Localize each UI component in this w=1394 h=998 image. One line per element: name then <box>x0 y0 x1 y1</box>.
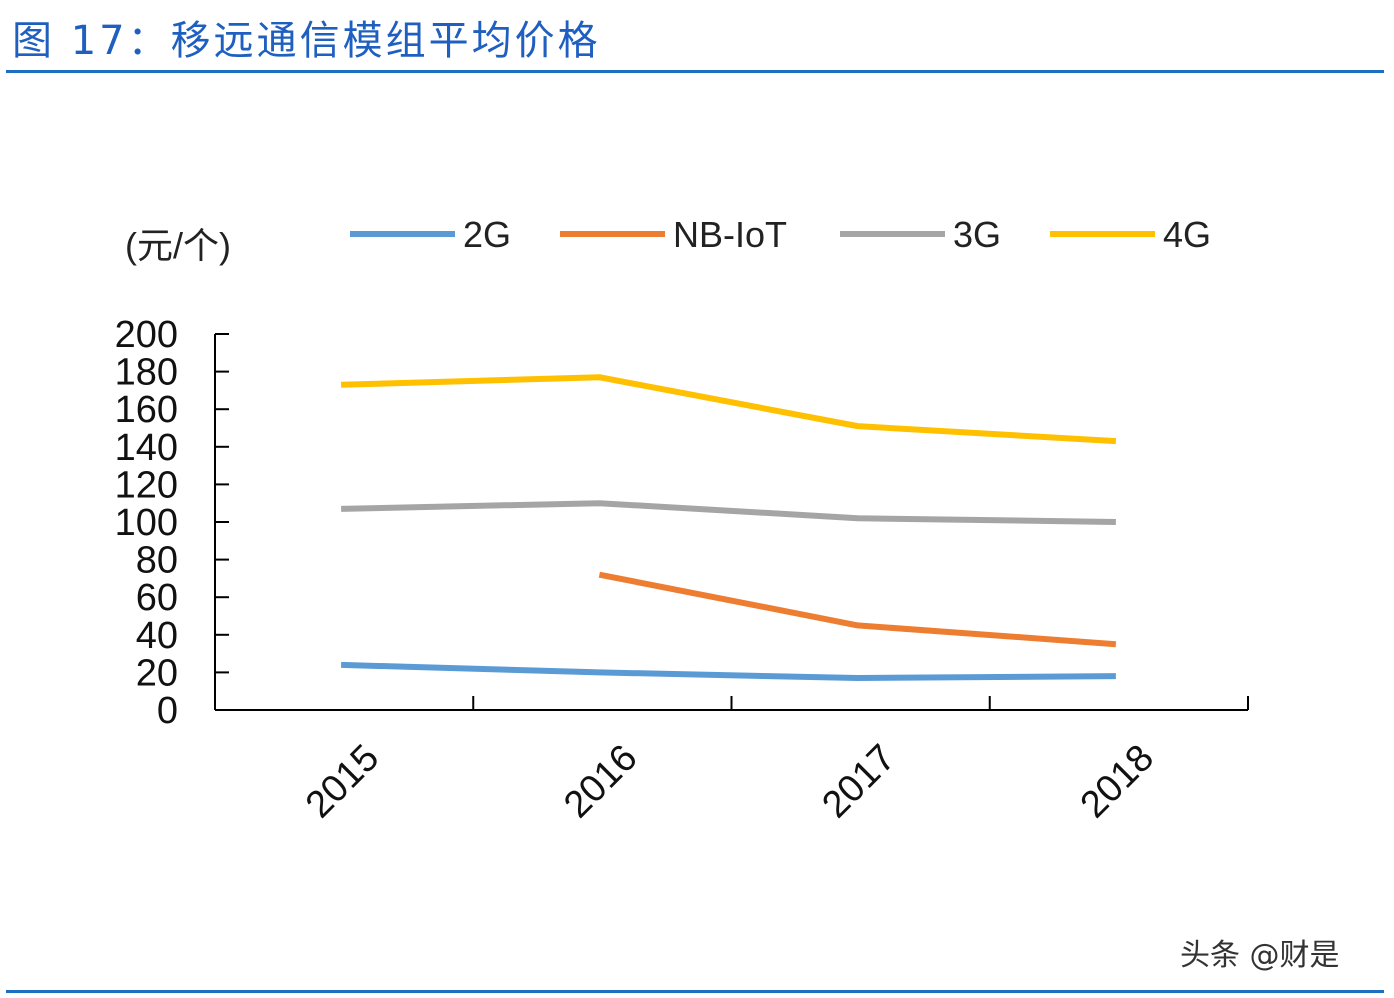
y-tick-label: 40 <box>136 615 178 657</box>
y-tick-label: 180 <box>115 352 178 394</box>
y-tick-label: 60 <box>136 577 178 619</box>
series-line-NB-IoT <box>598 571 1117 648</box>
x-tick-label: 2015 <box>298 737 387 826</box>
y-tick-label: 20 <box>136 652 178 694</box>
top-divider <box>6 70 1384 73</box>
y-tick-label: 0 <box>157 690 178 732</box>
legend-label-3G: 3G <box>953 214 1001 255</box>
x-tick-label: 2018 <box>1073 737 1162 826</box>
y-tick-label: 200 <box>115 314 178 356</box>
legend-label-4G: 4G <box>1163 214 1211 255</box>
x-tick-label: 2016 <box>556 737 645 826</box>
watermark: 头条 @财是 <box>1180 938 1340 973</box>
legend-label-2G: 2G <box>463 214 511 255</box>
y-tick-label: 120 <box>115 464 178 506</box>
y-tick-label: 100 <box>115 502 178 544</box>
legend-label-NB-IoT: NB-IoT <box>673 214 787 255</box>
series-line-2G <box>341 661 1116 682</box>
y-tick-label: 80 <box>136 540 178 582</box>
y-axis-label: (元/个) <box>125 225 231 266</box>
y-tick-label: 160 <box>115 389 178 431</box>
y-tick-label: 140 <box>115 427 178 469</box>
series-line-4G <box>341 374 1117 445</box>
bottom-divider <box>6 990 1384 993</box>
x-tick-label: 2017 <box>814 737 903 826</box>
figure-title: 图 17：移远通信模组平均价格 <box>12 18 601 64</box>
series-line-3G <box>341 500 1116 525</box>
